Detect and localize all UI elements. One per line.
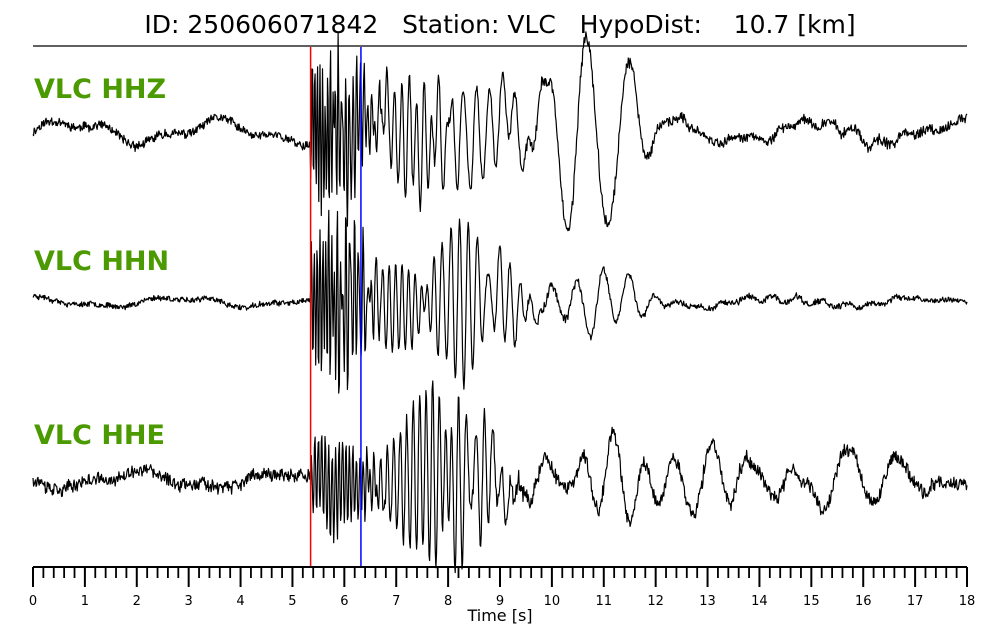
- x-tick-label: 14: [751, 594, 768, 609]
- x-tick-label: 3: [185, 594, 193, 609]
- x-tick-label: 12: [647, 594, 664, 609]
- x-tick-label: 7: [392, 594, 400, 609]
- x-tick-label: 8: [444, 594, 452, 609]
- chart-title: ID: 250606071842 Station: VLC HypoDist: …: [144, 10, 856, 39]
- x-tick-label: 1: [81, 594, 89, 609]
- x-tick-label: 18: [959, 594, 976, 609]
- x-tick-label: 10: [544, 594, 561, 609]
- pick-group: [309, 47, 362, 567]
- trace-label-vlc-hhe: VLC HHE: [34, 420, 165, 451]
- trace-group: [32, 31, 968, 574]
- waveform-vlc-hhz: [32, 31, 968, 232]
- x-tick-label: 6: [340, 594, 348, 609]
- trace-label-vlc-hhz: VLC HHZ: [34, 74, 167, 105]
- x-tick-label: 15: [803, 594, 820, 609]
- waveform-vlc-hhn: [32, 209, 968, 394]
- x-tick-label: 13: [699, 594, 716, 609]
- x-tick-label: 0: [29, 594, 37, 609]
- waveform-vlc-hhe: [32, 380, 968, 574]
- x-axis: 0 1 2 3 4 5 6 7 8 9 10 11 12 13 14 15 16 17 18: [29, 566, 976, 609]
- x-tick-label: 4: [236, 594, 244, 609]
- x-tick-label: 2: [133, 594, 141, 609]
- trace-label-vlc-hhn: VLC HHN: [34, 246, 170, 277]
- x-axis-label: Time [s]: [467, 606, 533, 625]
- x-tick-label: 17: [907, 594, 924, 609]
- x-tick-label: 5: [288, 594, 296, 609]
- x-tick-label: 16: [855, 594, 872, 609]
- x-tick-label: 11: [596, 594, 613, 609]
- x-tick-label: 9: [496, 594, 504, 609]
